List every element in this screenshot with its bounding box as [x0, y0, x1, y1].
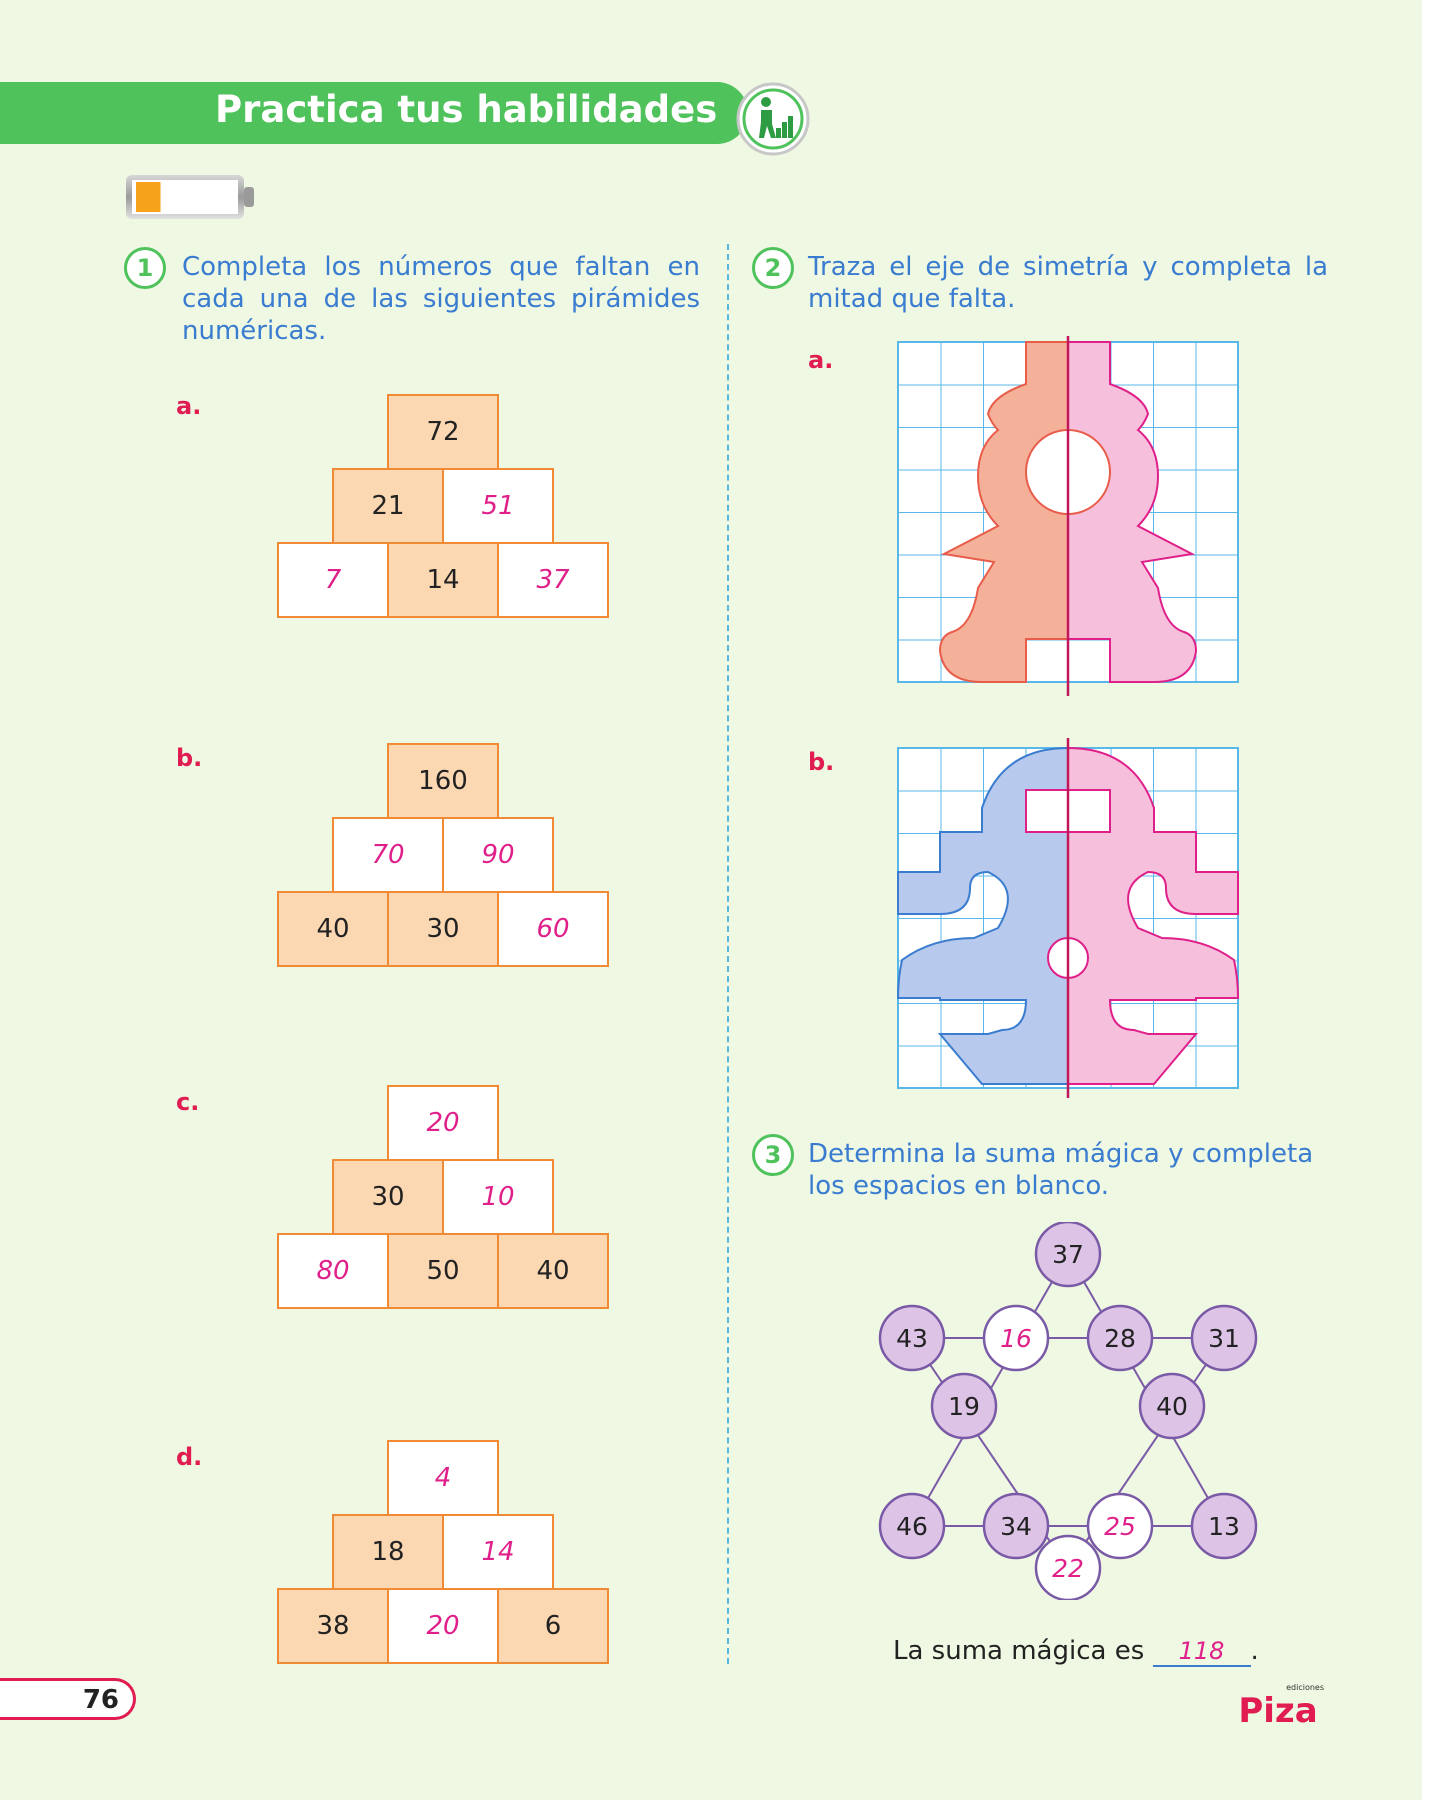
magic-node	[930, 1372, 998, 1440]
pyramid-cell: 18	[332, 1514, 444, 1590]
magic-node	[878, 1492, 946, 1560]
magic-node	[1190, 1492, 1258, 1560]
pyramid-cell: 72	[387, 394, 499, 470]
page-number-tab: 76	[0, 1678, 136, 1720]
pyramid-cell: 14	[387, 542, 499, 618]
pyramid-cell: 30	[387, 891, 499, 967]
magic-node	[982, 1492, 1050, 1560]
pyramid-cell: 6	[497, 1588, 609, 1664]
pyramid-answer-cell[interactable]: 10	[442, 1159, 554, 1235]
magic-star: 37 43 16 28 31 19 40 46 34 25 13 22	[878, 1222, 1258, 1600]
figure-a-right-half	[1067, 341, 1198, 683]
pyramid-cell: 30	[332, 1159, 444, 1235]
pyramid-answer-cell[interactable]: 90	[442, 817, 554, 893]
pyramid-answer-cell[interactable]: 37	[497, 542, 609, 618]
page-edge	[1422, 0, 1452, 1800]
magic-node	[1086, 1304, 1154, 1372]
figure-b-letter: b.	[808, 748, 835, 776]
logo-subtext: ediciones	[1286, 1683, 1324, 1692]
magic-node-value: 28	[1104, 1324, 1136, 1353]
magic-answer-node[interactable]	[1086, 1492, 1154, 1560]
magic-sum-line: La suma mágica es 118.	[893, 1636, 1259, 1667]
page-title: Practica tus habilidades	[215, 88, 718, 131]
magic-node-value: 22	[1052, 1554, 1084, 1583]
pyramid-answer-cell[interactable]: 51	[442, 468, 554, 544]
magic-sum-prefix: La suma mágica es	[893, 1636, 1145, 1666]
worksheet-page: Practica tus habilidades 1 Completa los …	[0, 0, 1422, 1800]
magic-answer-node[interactable]	[982, 1304, 1050, 1372]
magic-node-value: 37	[1052, 1240, 1084, 1269]
pyramid-cell: 50	[387, 1233, 499, 1309]
magic-node	[1034, 1222, 1102, 1288]
battery-level-fill	[136, 182, 161, 212]
magic-node-value: 13	[1208, 1512, 1240, 1541]
pyramid-answer-cell[interactable]: 4	[387, 1440, 499, 1516]
magic-node-value: 19	[948, 1392, 980, 1421]
magic-node-value: 34	[1000, 1512, 1032, 1541]
magic-answer-node[interactable]	[1034, 1534, 1102, 1600]
pyramid-d-letter: d.	[176, 1443, 203, 1471]
pyramid-cell: 38	[277, 1588, 389, 1664]
column-divider	[727, 244, 729, 1664]
magic-node	[1138, 1372, 1206, 1440]
pyramid-answer-cell[interactable]: 70	[332, 817, 444, 893]
pyramid-answer-cell[interactable]: 14	[442, 1514, 554, 1590]
symmetry-figure-a	[897, 336, 1239, 696]
magic-sum-suffix: .	[1250, 1636, 1259, 1666]
pyramid-cell: 40	[497, 1233, 609, 1309]
magic-node	[1190, 1304, 1258, 1372]
pyramid-cell: 40	[277, 891, 389, 967]
pyramid-a-letter: a.	[176, 392, 202, 420]
page-number: 76	[82, 1685, 119, 1715]
symmetry-figure-b	[896, 738, 1240, 1098]
pyramid-answer-cell[interactable]: 7	[277, 542, 389, 618]
pyramid-answer-cell[interactable]: 20	[387, 1588, 499, 1664]
magic-node-value: 46	[896, 1512, 928, 1541]
exercise-number-badge: 3	[752, 1134, 794, 1176]
figure-a-letter: a.	[808, 346, 834, 374]
pyramid-b-letter: b.	[176, 744, 203, 772]
battery-icon	[126, 175, 254, 219]
magic-node-value: 40	[1156, 1392, 1188, 1421]
pyramid-c-letter: c.	[176, 1088, 200, 1116]
progress-person-icon	[736, 82, 810, 156]
pyramid-d: 4 18 14 38 20 6	[277, 1440, 609, 1666]
pyramid-a: 72 21 51 7 14 37	[277, 394, 609, 620]
exercise-1-instruction: Completa los números que faltan en cada …	[182, 252, 700, 346]
pyramid-answer-cell[interactable]: 20	[387, 1085, 499, 1161]
magic-node-value: 25	[1104, 1512, 1136, 1541]
exercise-number-badge: 2	[752, 247, 794, 289]
exercise-3-instruction: Determina la suma mágica y completa los …	[808, 1139, 1314, 1201]
logo-text: Piza	[1238, 1691, 1317, 1726]
magic-node	[878, 1304, 946, 1372]
exercise-number-badge: 1	[124, 247, 166, 289]
header-bar	[0, 82, 748, 144]
magic-node-value: 16	[1000, 1324, 1032, 1353]
magic-node-value: 43	[896, 1324, 928, 1353]
pyramid-c: 20 30 10 80 50 40	[277, 1085, 609, 1311]
pyramid-cell: 160	[387, 743, 499, 819]
pyramid-answer-cell[interactable]: 80	[277, 1233, 389, 1309]
magic-node-value: 31	[1208, 1324, 1240, 1353]
publisher-logo: ediciones Piza	[1238, 1683, 1324, 1726]
exercise-2-instruction: Traza el eje de simetría y completa la m…	[808, 252, 1328, 314]
figure-a-left-half	[938, 341, 1069, 683]
pyramid-cell: 21	[332, 468, 444, 544]
pyramid-answer-cell[interactable]: 60	[497, 891, 609, 967]
magic-sum-answer[interactable]: 118	[1152, 1637, 1251, 1667]
pyramid-b: 160 70 90 40 30 60	[277, 743, 609, 969]
